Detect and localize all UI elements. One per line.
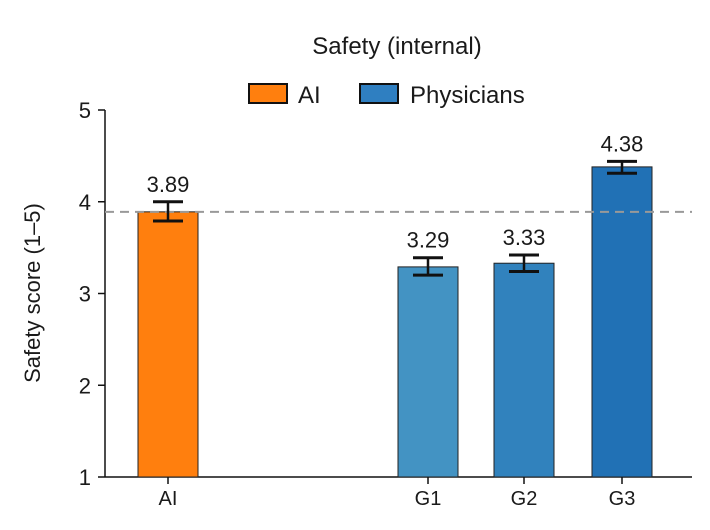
data-label-ai: 3.89 [147,172,190,197]
y-tick-label: 3 [79,282,91,307]
y-tick-label: 4 [79,190,91,215]
bars [137,166,653,478]
legend-swatch-ai [248,83,288,104]
data-label-g2: 3.33 [503,225,546,250]
y-ticks: 1 2 3 4 5 [79,98,105,490]
legend: AI Physicians [248,82,525,109]
x-tick-label-g1: G1 [415,488,442,510]
y-tick-label: 5 [79,98,91,123]
error-bars [153,159,637,277]
bar-ai [137,211,199,478]
legend-swatch-physicians [359,83,399,104]
legend-label-physicians: Physicians [410,82,525,109]
x-tick-label-g2: G2 [511,488,538,510]
data-label-g1: 3.29 [407,228,450,253]
bar-g3 [591,166,653,478]
y-axis-label: Safety score (1–5) [20,203,45,383]
value-labels: 3.89 3.29 3.33 4.38 [147,131,644,252]
bar-g2 [493,262,555,478]
bar-g1 [397,266,459,478]
x-tick-label-g3: G3 [609,488,636,510]
y-tick-label: 2 [79,373,91,398]
chart-title: Safety (internal) [312,33,481,60]
y-tick-label: 1 [79,465,91,490]
x-tick-label-ai: AI [159,488,178,510]
x-ticks: AI G1 G2 G3 [159,477,636,510]
data-label-g3: 4.38 [601,131,644,156]
legend-label-ai: AI [298,82,321,109]
